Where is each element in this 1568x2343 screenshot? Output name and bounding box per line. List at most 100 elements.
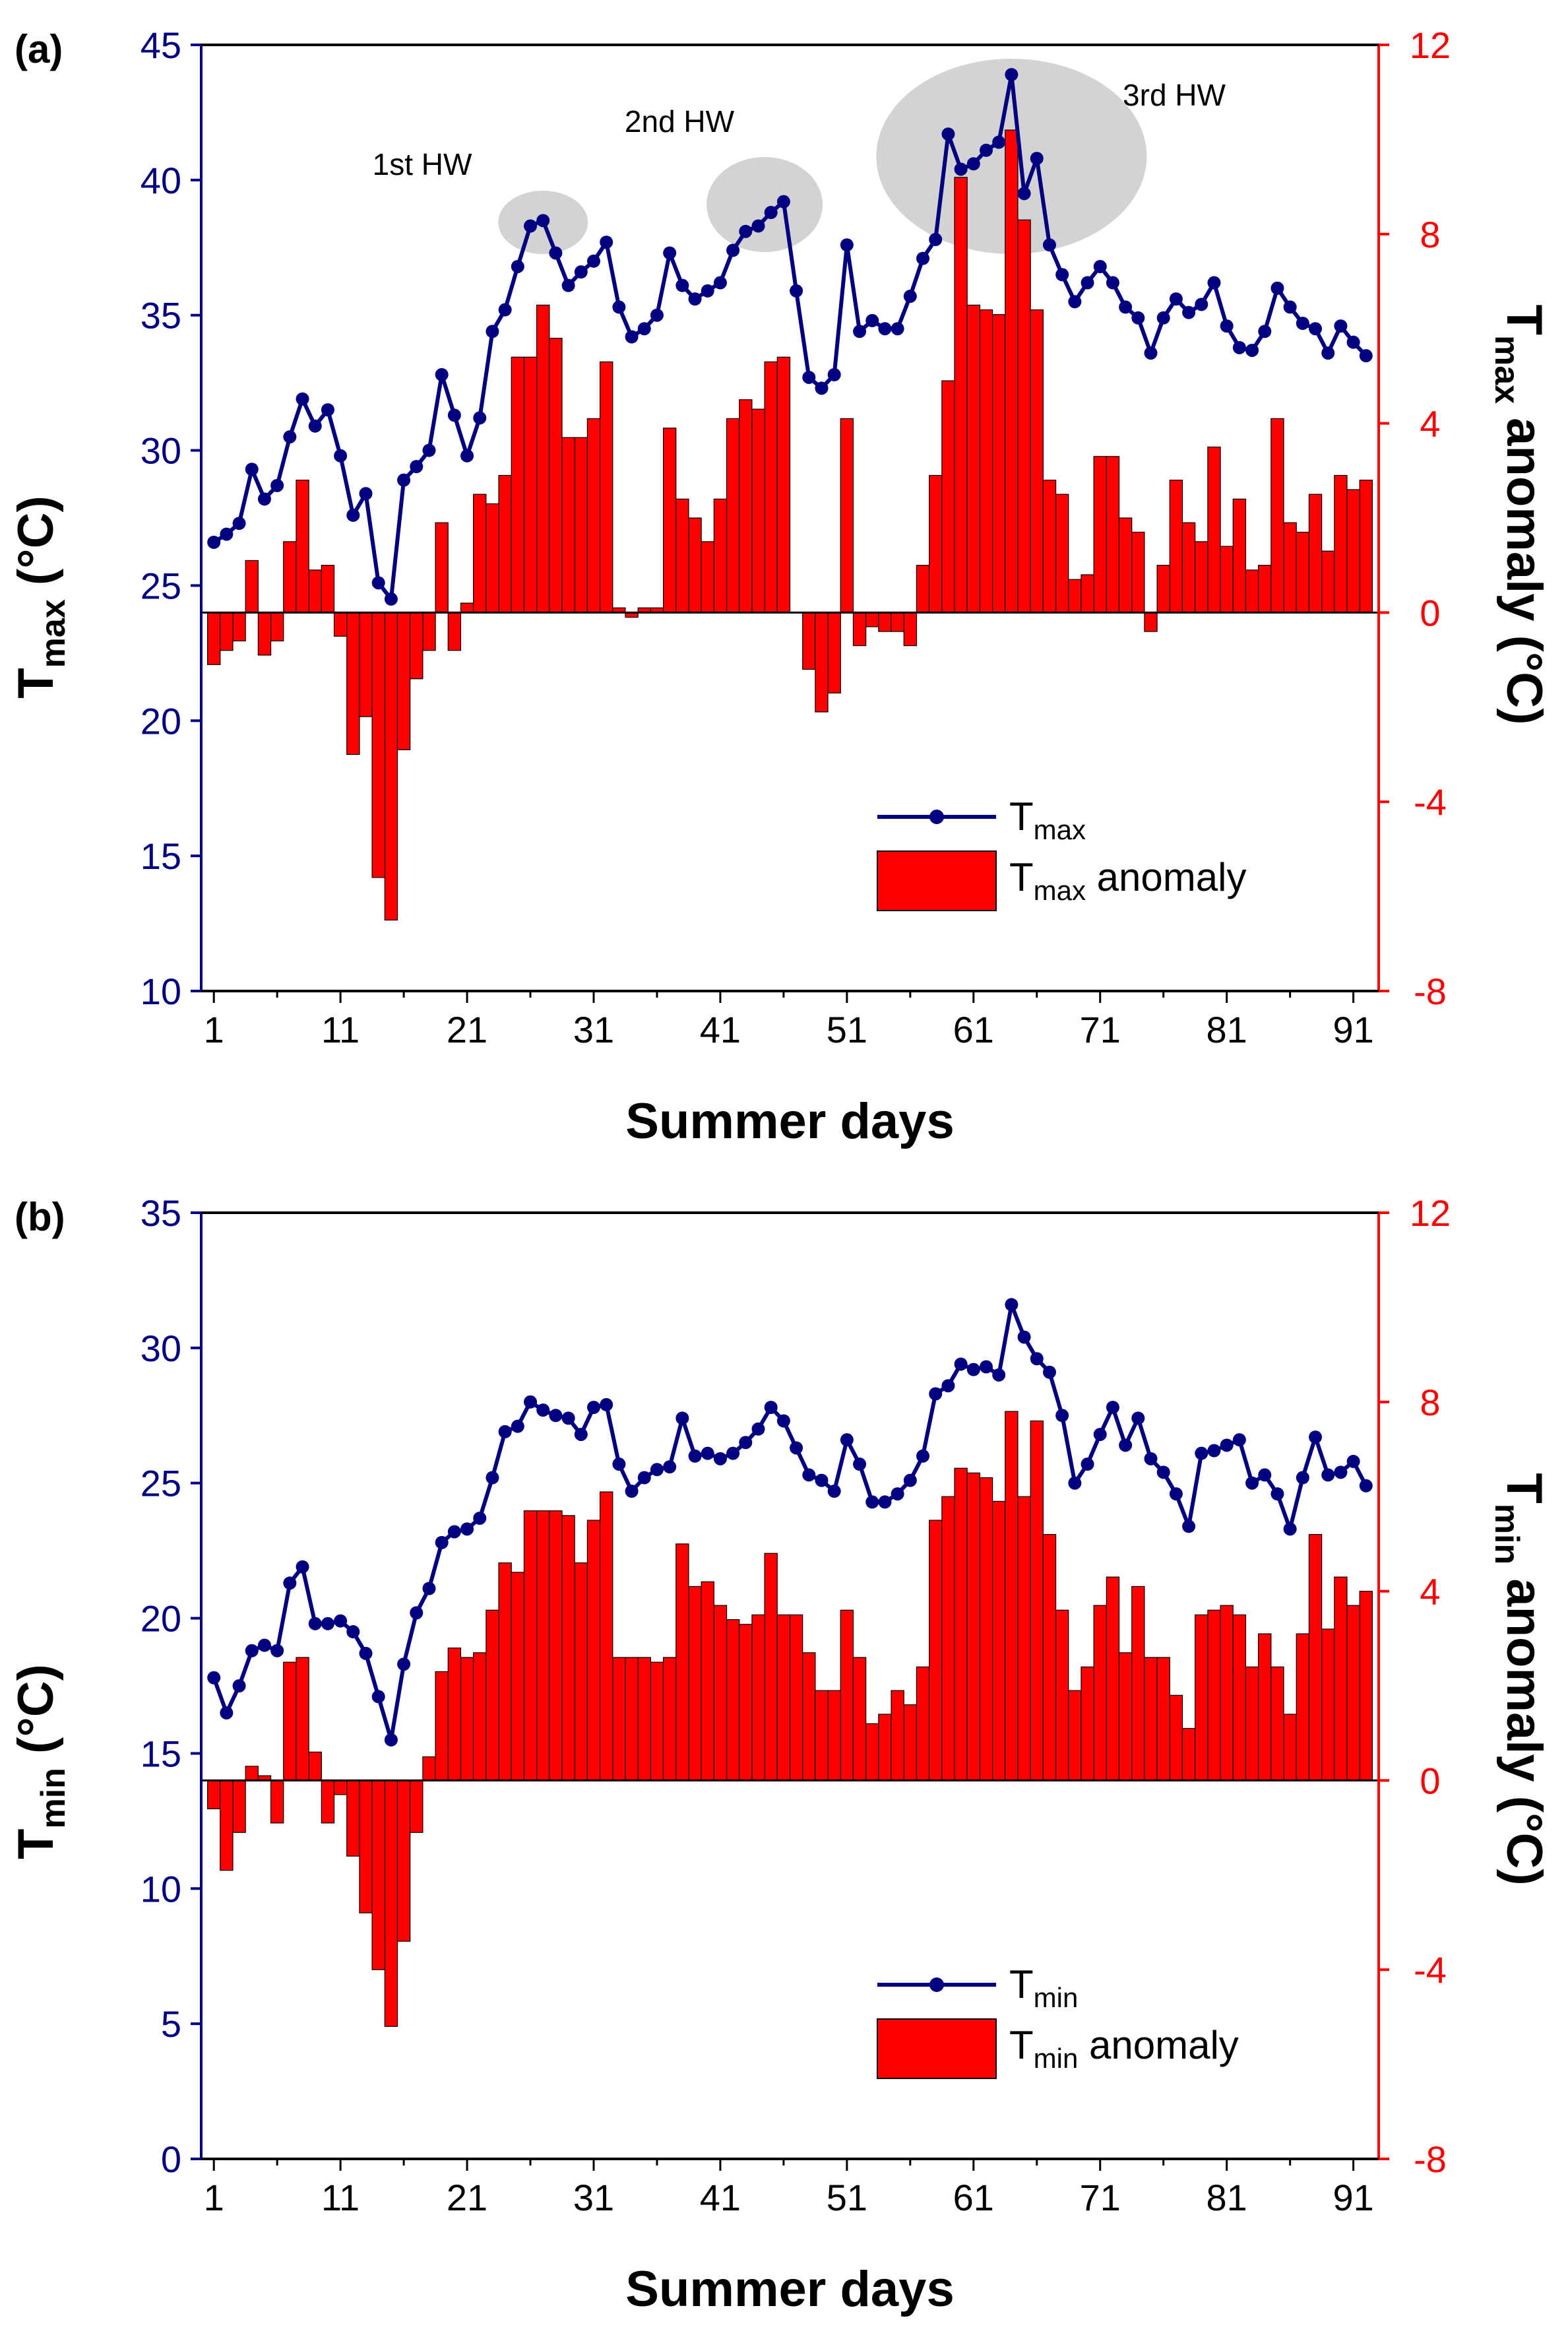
temperature-point xyxy=(1270,281,1284,295)
temperature-point xyxy=(802,1468,816,1482)
anomaly-bar xyxy=(991,314,1006,613)
temperature-point xyxy=(283,1576,297,1590)
anomaly-bar xyxy=(460,602,474,613)
temperature-point xyxy=(422,1582,436,1595)
temperature-point xyxy=(1270,1487,1284,1501)
temperature-point xyxy=(524,219,538,233)
left-tick-label: 25 xyxy=(141,565,181,606)
anomaly-bar xyxy=(1296,531,1310,614)
temperature-point xyxy=(561,1411,575,1425)
x-tick-label: 71 xyxy=(1080,1009,1121,1050)
temperature-point xyxy=(1005,1298,1019,1312)
temperature-point xyxy=(815,381,829,395)
anomaly-bar xyxy=(991,1500,1006,1781)
temperature-point xyxy=(257,492,271,506)
anomaly-bar xyxy=(929,1520,943,1781)
temperature-point xyxy=(574,1427,588,1441)
temperature-point xyxy=(612,300,626,314)
temperature-point xyxy=(270,478,284,492)
temperature-point xyxy=(929,232,943,246)
temperature-point xyxy=(486,325,499,338)
temperature-point xyxy=(903,1473,917,1487)
anomaly-bar xyxy=(333,1780,348,1795)
temperature-point xyxy=(980,1360,993,1374)
left-tick-label: 10 xyxy=(141,1868,181,1910)
right-axis-title-rest: anomaly (°C) xyxy=(1496,404,1552,724)
temperature-point xyxy=(1321,1468,1335,1482)
anomaly-bar xyxy=(296,1657,309,1781)
temperature-point xyxy=(1030,1352,1044,1366)
anomaly-bar xyxy=(206,612,221,665)
temperature-point xyxy=(384,1733,398,1747)
heatwave-ellipse xyxy=(706,157,823,252)
temperature-point xyxy=(1055,268,1069,282)
temperature-point xyxy=(790,1441,803,1455)
anomaly-bar xyxy=(1334,1576,1348,1781)
x-tick-label: 11 xyxy=(321,1009,360,1050)
temperature-point xyxy=(460,449,474,463)
temperature-point xyxy=(776,195,790,209)
temperature-point xyxy=(1283,1522,1297,1536)
anomaly-bar xyxy=(1081,574,1094,613)
temperature-point xyxy=(1182,305,1196,319)
anomaly-bar xyxy=(1283,1714,1297,1781)
anomaly-bar xyxy=(675,498,689,614)
anomaly-bar xyxy=(954,177,968,614)
anomaly-bar xyxy=(1030,1420,1044,1781)
anomaly-bar xyxy=(612,1657,626,1781)
temperature-point xyxy=(574,265,588,279)
temperature-point xyxy=(954,1357,968,1371)
temperature-point xyxy=(1169,1487,1183,1501)
x-tick-label: 1 xyxy=(204,2177,224,2218)
legend-bar-sub: max xyxy=(1034,875,1086,906)
anomaly-bar xyxy=(1245,1666,1259,1781)
anomaly-bar xyxy=(726,418,740,613)
anomaly-bar xyxy=(966,304,981,613)
anomaly-bar xyxy=(789,1614,803,1781)
anomaly-bar xyxy=(739,1624,753,1781)
temperature-point xyxy=(1346,335,1360,349)
anomaly-bar xyxy=(650,1661,664,1781)
anomaly-bar xyxy=(929,474,943,613)
x-axis-title: Summer days xyxy=(625,1093,954,1149)
anomaly-bar xyxy=(220,612,234,651)
legend-line-sub: max xyxy=(1034,814,1086,845)
anomaly-bar xyxy=(1068,579,1082,614)
left-axis-title: Tmax (°C) xyxy=(8,496,73,699)
anomaly-bar xyxy=(384,1780,398,2027)
x-tick-label: 41 xyxy=(700,2177,741,2218)
anomaly-bar xyxy=(1081,1666,1094,1781)
temperature-point xyxy=(410,1606,423,1620)
anomaly-bar xyxy=(410,1780,423,1833)
anomaly-bar xyxy=(283,541,297,613)
anomaly-bar xyxy=(1068,1690,1082,1781)
left-tick-label: 45 xyxy=(141,24,181,66)
temperature-point xyxy=(524,1395,538,1409)
anomaly-bar xyxy=(1106,1576,1120,1781)
anomaly-bar xyxy=(447,1648,462,1781)
anomaly-bar xyxy=(815,1690,829,1781)
temperature-point xyxy=(1334,1465,1348,1479)
temperature-point xyxy=(1321,346,1335,360)
x-tick-label: 81 xyxy=(1207,1009,1247,1050)
right-tick-label: 12 xyxy=(1410,24,1451,66)
temperature-point xyxy=(878,322,892,336)
anomaly-bar xyxy=(688,1586,702,1781)
temperature-point xyxy=(1334,319,1348,333)
x-tick-label: 31 xyxy=(573,2177,614,2218)
right-tick-label: 8 xyxy=(1420,1382,1440,1423)
temperature-point xyxy=(1144,1452,1158,1465)
anomaly-bar xyxy=(637,1657,651,1781)
anomaly-bar xyxy=(346,612,360,755)
anomaly-bar xyxy=(435,522,449,613)
temperature-point xyxy=(1220,1438,1234,1452)
heatwave-label: 2nd HW xyxy=(625,104,735,139)
anomaly-bar xyxy=(1106,456,1120,613)
anomaly-bar xyxy=(1017,219,1031,613)
anomaly-bar xyxy=(1270,418,1284,613)
anomaly-bar xyxy=(1055,494,1069,614)
anomaly-bar xyxy=(1258,565,1272,614)
temperature-point xyxy=(587,1400,600,1414)
temperature-point xyxy=(1207,1444,1221,1458)
anomaly-bar xyxy=(1144,612,1158,632)
